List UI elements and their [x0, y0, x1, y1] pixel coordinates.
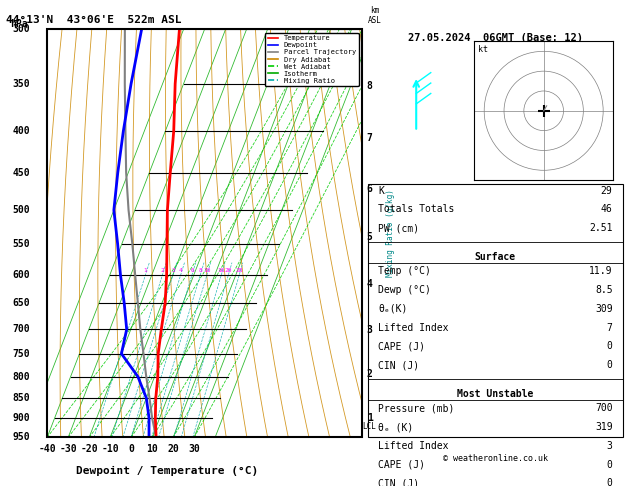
Text: 750: 750	[12, 348, 30, 359]
Text: 30: 30	[188, 444, 200, 453]
Text: CAPE (J): CAPE (J)	[378, 341, 425, 351]
Text: 8: 8	[367, 81, 373, 91]
Text: CAPE (J): CAPE (J)	[378, 460, 425, 469]
Text: 11.9: 11.9	[589, 266, 613, 276]
Text: 3: 3	[606, 441, 613, 451]
Text: LCL: LCL	[362, 421, 376, 431]
Text: © weatheronline.co.uk: © weatheronline.co.uk	[443, 454, 548, 463]
Text: Lifted Index: Lifted Index	[378, 441, 448, 451]
Text: 0: 0	[606, 341, 613, 351]
Text: PW (cm): PW (cm)	[378, 223, 419, 233]
Text: 7: 7	[606, 323, 613, 332]
Text: 2.51: 2.51	[589, 223, 613, 233]
Text: 1: 1	[143, 268, 147, 273]
Text: 5: 5	[367, 232, 373, 243]
Text: 800: 800	[12, 371, 30, 382]
Text: θₑ (K): θₑ (K)	[378, 422, 413, 432]
Text: 2: 2	[367, 369, 373, 379]
Text: 309: 309	[595, 304, 613, 314]
Text: 0: 0	[606, 460, 613, 469]
Text: 3: 3	[171, 268, 175, 273]
Bar	[368, 184, 623, 437]
Text: 4: 4	[367, 279, 373, 289]
Text: 700: 700	[12, 324, 30, 334]
Text: 44°13'N  43°06'E  522m ASL: 44°13'N 43°06'E 522m ASL	[6, 15, 182, 25]
Text: 8.5: 8.5	[595, 285, 613, 295]
Text: 20: 20	[225, 268, 232, 273]
Text: Totals Totals: Totals Totals	[378, 204, 454, 214]
Text: 650: 650	[12, 298, 30, 308]
Text: Lifted Index: Lifted Index	[378, 323, 448, 332]
Text: 0: 0	[606, 360, 613, 370]
Text: Mixing Ratio (g/kg): Mixing Ratio (g/kg)	[386, 190, 395, 277]
Text: CIN (J): CIN (J)	[378, 360, 419, 370]
Text: 500: 500	[12, 205, 30, 215]
Text: 400: 400	[12, 126, 30, 136]
Text: 46: 46	[601, 204, 613, 214]
Text: Surface: Surface	[475, 252, 516, 262]
Text: 2: 2	[160, 268, 164, 273]
Legend: Temperature, Dewpoint, Parcel Trajectory, Dry Adiabat, Wet Adiabat, Isotherm, Mi: Temperature, Dewpoint, Parcel Trajectory…	[265, 33, 359, 87]
Text: 550: 550	[12, 239, 30, 249]
Text: 319: 319	[595, 422, 613, 432]
Text: Dewpoint / Temperature (°C): Dewpoint / Temperature (°C)	[75, 466, 258, 476]
Text: 950: 950	[12, 433, 30, 442]
Text: K: K	[378, 186, 384, 195]
Text: km
ASL: km ASL	[368, 6, 382, 25]
Text: 28: 28	[236, 268, 243, 273]
Text: 6: 6	[190, 268, 194, 273]
Text: θₑ(K): θₑ(K)	[378, 304, 408, 314]
Text: 7: 7	[367, 133, 373, 143]
Text: Temp (°C): Temp (°C)	[378, 266, 431, 276]
Text: 350: 350	[12, 79, 30, 89]
Text: 0: 0	[128, 444, 134, 453]
Text: 10: 10	[203, 268, 211, 273]
Text: 8: 8	[199, 268, 203, 273]
Text: 16: 16	[218, 268, 225, 273]
Text: 1: 1	[367, 413, 373, 423]
Text: -20: -20	[81, 444, 98, 453]
Text: 6: 6	[367, 184, 373, 194]
Text: 850: 850	[12, 393, 30, 403]
Text: -30: -30	[59, 444, 77, 453]
Text: 700: 700	[595, 403, 613, 414]
Text: Dewp (°C): Dewp (°C)	[378, 285, 431, 295]
Text: -10: -10	[101, 444, 119, 453]
Text: -40: -40	[38, 444, 56, 453]
Text: 300: 300	[12, 24, 30, 34]
Text: 29: 29	[601, 186, 613, 195]
Text: 900: 900	[12, 413, 30, 423]
Text: 450: 450	[12, 168, 30, 178]
Text: 10: 10	[147, 444, 158, 453]
Text: 0: 0	[606, 479, 613, 486]
Text: 4: 4	[179, 268, 182, 273]
Text: 3: 3	[367, 325, 373, 335]
Text: 20: 20	[167, 444, 179, 453]
Text: Pressure (mb): Pressure (mb)	[378, 403, 454, 414]
Text: 27.05.2024  06GMT (Base: 12): 27.05.2024 06GMT (Base: 12)	[408, 33, 582, 43]
Text: CIN (J): CIN (J)	[378, 479, 419, 486]
Text: hPa: hPa	[10, 19, 28, 29]
Text: Most Unstable: Most Unstable	[457, 389, 533, 399]
Text: 600: 600	[12, 270, 30, 279]
